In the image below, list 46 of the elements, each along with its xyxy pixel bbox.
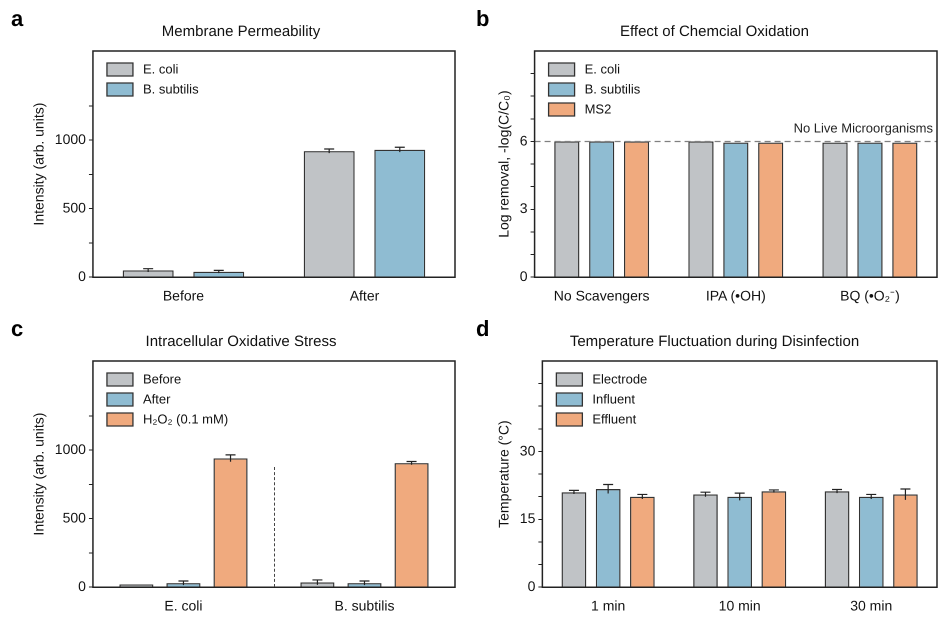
x-tick-label: IPA (•OH) bbox=[706, 287, 766, 304]
x-tick-label: 10 min bbox=[718, 597, 761, 614]
y-tick-label: 500 bbox=[62, 200, 86, 216]
legend-label: E. coli bbox=[584, 62, 620, 77]
y-tick-label: 0 bbox=[78, 268, 86, 284]
y-axis-title: Temperature (°C) bbox=[495, 420, 512, 528]
text: d bbox=[476, 316, 490, 342]
legend-label: B. subtilis bbox=[584, 82, 641, 97]
legend-label: B. subtilis bbox=[142, 82, 200, 97]
legend-label: Influent bbox=[592, 392, 636, 407]
legend-label: E. coli bbox=[142, 62, 178, 77]
legend-label: Effluent bbox=[592, 412, 637, 427]
x-tick-label: Before bbox=[162, 287, 204, 304]
y-tick-label: 0 bbox=[528, 578, 536, 594]
y-axis-title: Log removal, -log(C/C₀) bbox=[495, 90, 512, 238]
legend-label: MS2 bbox=[584, 102, 612, 117]
y-tick-label: 15 bbox=[520, 510, 536, 526]
y-tick-label: 1000 bbox=[54, 440, 86, 457]
text: a bbox=[11, 6, 24, 32]
chart-title: Effect of Chemcial Oxidation bbox=[620, 23, 809, 40]
chart-title: Membrane Permeability bbox=[162, 23, 321, 40]
x-tick-label: BQ (•O₂⁻) bbox=[840, 287, 900, 304]
legend-label: Before bbox=[142, 372, 182, 387]
chart-title: Temperature Fluctuation during Disinfection bbox=[570, 333, 860, 350]
y-axis-title: Intensity (arb. units) bbox=[30, 412, 46, 536]
x-tick-label: 1 min bbox=[591, 597, 626, 614]
x-tick-label: 30 min bbox=[850, 597, 892, 614]
y-axis-title: Intensity (arb. units) bbox=[30, 102, 46, 226]
y-tick-label: 0 bbox=[520, 268, 528, 284]
chart-title: Intracellular Oxidative Stress bbox=[146, 333, 336, 350]
x-tick-label: E. coli bbox=[164, 597, 203, 614]
y-tick-label: 30 bbox=[520, 442, 536, 458]
x-tick-label: No Scavengers bbox=[554, 287, 650, 304]
y-tick-label: 3 bbox=[520, 200, 528, 216]
ref-line-label: No Live Microorganisms bbox=[794, 120, 934, 136]
y-tick-label: 0 bbox=[78, 578, 86, 594]
y-tick-label: 6 bbox=[520, 132, 528, 148]
legend-label: Electrode bbox=[592, 372, 648, 387]
x-tick-label: B. subtilis bbox=[334, 597, 394, 614]
text: b bbox=[476, 6, 490, 32]
text: c bbox=[11, 316, 24, 342]
y-tick-label: 1000 bbox=[54, 130, 86, 147]
x-tick-label: After bbox=[350, 287, 380, 304]
legend-label: After bbox=[142, 392, 172, 407]
y-tick-label: 500 bbox=[62, 510, 86, 526]
legend-label: H₂O₂ (0.1 mM) bbox=[142, 412, 228, 427]
